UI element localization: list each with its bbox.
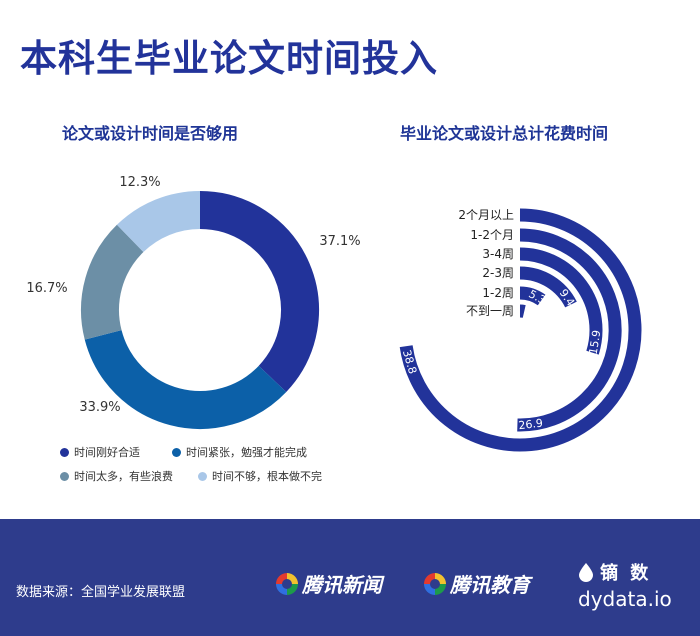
legend-label: 时间不够，根本做不完 bbox=[212, 470, 322, 483]
data-source: 数据来源：全国学业发展联盟 bbox=[16, 585, 186, 600]
tencent-education-logo: 腾讯教育 bbox=[424, 569, 530, 598]
slice-label: 37.1% bbox=[319, 234, 360, 249]
tencent-logo-icon bbox=[424, 572, 446, 595]
page-title: 本科生毕业论文时间投入 bbox=[20, 37, 438, 80]
donut-slice bbox=[84, 329, 287, 429]
radial-bar bbox=[517, 228, 622, 432]
donut-slice bbox=[116, 191, 201, 253]
radial-value-label: 38.8 bbox=[400, 348, 419, 375]
legend-swatch bbox=[60, 471, 69, 481]
legend-item: 时间紧张，勉强才能完成 bbox=[172, 444, 307, 460]
radial-bar bbox=[519, 266, 577, 308]
donut-chart-title: 论文或设计时间是否够用 bbox=[62, 124, 239, 143]
radial-category-label: 2个月以上 bbox=[458, 208, 514, 222]
slice-label: 16.7% bbox=[26, 281, 67, 296]
radial-bar bbox=[519, 286, 546, 306]
donut-chart: 37.1% 33.9% 16.7% 12.3% bbox=[26, 175, 361, 429]
legend-item: 时间刚好合适 bbox=[60, 444, 140, 460]
slice-label: 12.3% bbox=[119, 175, 160, 190]
tencent-education-label: 腾讯教育 bbox=[450, 573, 530, 597]
legend-swatch bbox=[60, 447, 69, 457]
legend-label: 时间刚好合适 bbox=[74, 446, 140, 459]
radial-bar bbox=[519, 247, 603, 355]
tencent-news-label: 腾讯新闻 bbox=[302, 573, 382, 597]
legend-swatch bbox=[198, 471, 207, 481]
footer-bar: 数据来源：全国学业发展联盟 腾讯新闻 腾讯教育 镝 数 dydata.io bbox=[0, 519, 700, 636]
legend-item: 时间不够，根本做不完 bbox=[198, 468, 322, 484]
dydata-brand: 镝 数 dydata.io bbox=[578, 559, 672, 611]
droplet-icon bbox=[579, 563, 593, 582]
donut-slice bbox=[199, 191, 319, 392]
radial-category-label: 3-4周 bbox=[482, 247, 514, 261]
radial-category-label: 不到一周 bbox=[466, 304, 514, 318]
dydata-url: dydata.io bbox=[578, 587, 672, 611]
legend-label: 时间紧张，勉强才能完成 bbox=[186, 446, 307, 459]
legend-swatch bbox=[172, 447, 181, 457]
radial-value-label: 26.9 bbox=[518, 417, 544, 433]
radial-category-label: 2-3周 bbox=[482, 266, 514, 280]
radial-bar bbox=[399, 208, 642, 452]
dydata-brand-name: 镝 数 bbox=[600, 563, 652, 584]
legend-item: 时间太多，有些浪费 bbox=[60, 468, 173, 484]
tencent-logo-icon bbox=[276, 572, 298, 595]
slice-label: 33.9% bbox=[79, 400, 120, 415]
tencent-news-logo: 腾讯新闻 bbox=[276, 569, 382, 598]
radial-value-label: 15.9 bbox=[587, 329, 604, 355]
donut-slice bbox=[81, 224, 144, 340]
radial-category-label: 1-2周 bbox=[482, 286, 514, 300]
radial-category-label: 1-2个月 bbox=[470, 228, 514, 242]
legend-label: 时间太多，有些浪费 bbox=[74, 470, 173, 483]
radial-chart-title: 毕业论文或设计总计花费时间 bbox=[400, 124, 609, 143]
